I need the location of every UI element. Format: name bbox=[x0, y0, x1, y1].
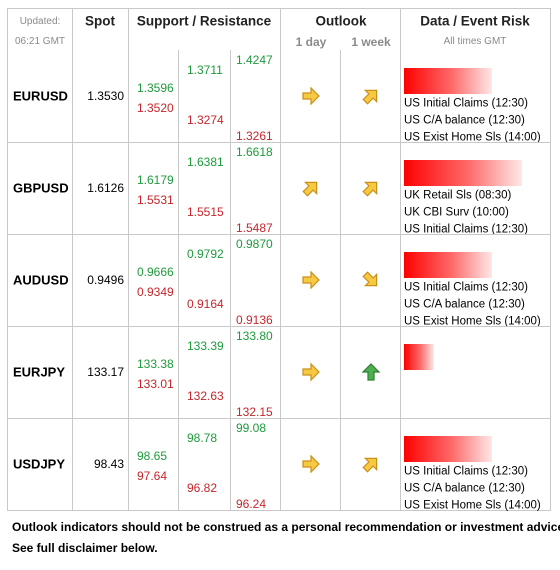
outlook-arrow bbox=[362, 271, 378, 287]
pair: EURJPY bbox=[13, 364, 66, 380]
outlook-arrow bbox=[361, 363, 381, 381]
border bbox=[550, 8, 551, 511]
event: US Initial Claims (12:30) bbox=[404, 97, 528, 110]
event: US Exist Home Sls (14:00) bbox=[404, 499, 541, 512]
event: UK CBI Surv (10:00) bbox=[404, 206, 509, 219]
pair: EURUSD bbox=[13, 88, 68, 104]
resistance: 1.4247 bbox=[236, 53, 273, 67]
subheader: 1 day bbox=[295, 35, 327, 49]
spot: 98.43 bbox=[93, 457, 124, 471]
support: 0.9136 bbox=[236, 313, 273, 327]
resistance: 98.78 bbox=[187, 431, 218, 445]
outlook-arrow bbox=[362, 457, 378, 473]
outlook-arrow bbox=[302, 86, 320, 106]
support: 96.24 bbox=[236, 497, 267, 511]
border bbox=[7, 8, 551, 9]
column-line bbox=[280, 8, 281, 510]
support: 133.01 bbox=[137, 377, 174, 391]
support: 0.9349 bbox=[137, 285, 174, 299]
column-line bbox=[400, 8, 401, 510]
row-line bbox=[7, 418, 551, 419]
outlook-arrow bbox=[302, 362, 320, 382]
column-line bbox=[178, 50, 179, 510]
subheader: All times GMT bbox=[443, 36, 507, 47]
updated-label: Updated: bbox=[19, 16, 61, 27]
pair: AUDUSD bbox=[13, 272, 69, 288]
resistance: 98.65 bbox=[137, 449, 168, 463]
event: US Initial Claims (12:30) bbox=[404, 281, 528, 294]
border bbox=[7, 510, 551, 511]
support: 1.3261 bbox=[236, 129, 273, 143]
event-risk-bar bbox=[404, 68, 492, 94]
resistance: 1.6381 bbox=[187, 155, 224, 169]
support: 1.5487 bbox=[236, 221, 273, 235]
column-line bbox=[230, 50, 231, 510]
support: 132.63 bbox=[187, 389, 224, 403]
resistance: 133.80 bbox=[236, 329, 273, 343]
resistance: 0.9792 bbox=[187, 247, 224, 261]
resistance: 1.6618 bbox=[236, 145, 273, 159]
resistance: 1.6179 bbox=[137, 173, 174, 187]
event-risk-bar bbox=[404, 160, 522, 186]
resistance: 133.38 bbox=[137, 357, 174, 371]
outlook-arrow bbox=[302, 454, 320, 474]
resistance: 99.08 bbox=[236, 421, 267, 435]
support: 96.82 bbox=[187, 481, 218, 495]
spot: 1.3530 bbox=[87, 89, 124, 103]
pair: GBPUSD bbox=[13, 180, 69, 196]
support: 1.3520 bbox=[137, 101, 174, 115]
support: 1.3274 bbox=[187, 113, 224, 127]
spot: 133.17 bbox=[87, 365, 124, 379]
resistance: 133.39 bbox=[187, 339, 224, 353]
event: US Initial Claims (12:30) bbox=[404, 465, 528, 478]
resistance: 0.9870 bbox=[236, 237, 273, 251]
support: 0.9164 bbox=[187, 297, 224, 311]
row-line bbox=[7, 234, 551, 235]
pair: USDJPY bbox=[13, 456, 66, 472]
row-line bbox=[7, 326, 551, 327]
spot: 0.9496 bbox=[87, 273, 124, 287]
outlook-arrow bbox=[362, 89, 378, 105]
updated-time: 06:21 GMT bbox=[14, 36, 66, 47]
resistance: 1.3596 bbox=[137, 81, 174, 95]
support: 1.5531 bbox=[137, 193, 174, 207]
footer-note: Outlook indicators should not be constru… bbox=[12, 520, 560, 534]
outlook-arrow bbox=[302, 270, 320, 290]
header: Data / Event Risk bbox=[420, 13, 530, 29]
event: UK Retail Sls (08:30) bbox=[404, 189, 512, 202]
header: Outlook bbox=[315, 13, 367, 29]
footer-note: See full disclaimer below. bbox=[12, 541, 158, 555]
header: Support / Resistance bbox=[136, 13, 272, 29]
subheader: 1 week bbox=[351, 35, 391, 49]
border bbox=[7, 8, 8, 511]
column-line bbox=[128, 8, 129, 510]
event-risk-bar bbox=[404, 436, 492, 462]
event: US C/A balance (12:30) bbox=[404, 298, 525, 311]
row-line bbox=[7, 142, 551, 143]
support: 1.5515 bbox=[187, 205, 224, 219]
outlook-arrow bbox=[362, 181, 378, 197]
resistance: 0.9666 bbox=[137, 265, 174, 279]
resistance: 1.3711 bbox=[187, 63, 223, 77]
event: US C/A balance (12:30) bbox=[404, 482, 525, 495]
event: US Exist Home Sls (14:00) bbox=[404, 131, 541, 144]
event: US Exist Home Sls (14:00) bbox=[404, 315, 541, 328]
support: 97.64 bbox=[137, 469, 168, 483]
spot: 1.6126 bbox=[87, 181, 124, 195]
outlook-arrow bbox=[302, 181, 318, 197]
header: Spot bbox=[85, 13, 115, 29]
support: 132.15 bbox=[236, 405, 273, 419]
column-line bbox=[340, 50, 341, 510]
event: US C/A balance (12:30) bbox=[404, 114, 525, 127]
event-risk-bar bbox=[404, 252, 492, 278]
event: US Initial Claims (12:30) bbox=[404, 223, 528, 236]
event-risk-bar bbox=[404, 344, 434, 370]
column-line bbox=[72, 8, 73, 510]
